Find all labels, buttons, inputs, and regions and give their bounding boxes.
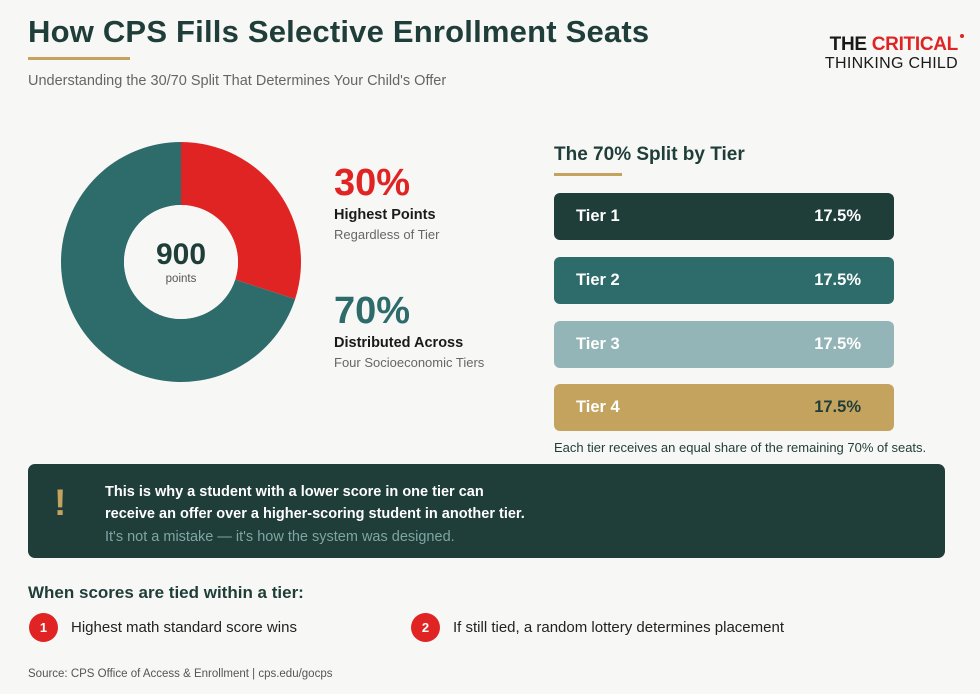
tier-value: 17.5% (814, 271, 861, 289)
page-subtitle: Understanding the 30/70 Split That Deter… (28, 73, 447, 89)
callout-box: ! This is why a student with a lower sco… (28, 464, 945, 558)
number-badge: 1 (29, 613, 58, 642)
exclamation-icon: ! (54, 482, 67, 523)
stat-label: Distributed Across (334, 335, 464, 351)
tier-row-4: Tier 4 17.5% (554, 384, 894, 431)
stat-70: 70% Distributed Across Four Socioeconomi… (334, 292, 484, 370)
tier-row-3: Tier 3 17.5% (554, 321, 894, 368)
brand-line-2: THINKING CHILD (824, 55, 958, 72)
tier-row-1: Tier 1 17.5% (554, 193, 894, 240)
page-title: How CPS Fills Selective Enrollment Seats (28, 14, 650, 49)
tier-name: Tier 1 (576, 207, 620, 225)
callout-subtext: It's not a mistake — it's how the system… (105, 529, 455, 545)
brand-dot-icon (960, 34, 964, 38)
tier-name: Tier 3 (576, 335, 620, 353)
tier-value: 17.5% (814, 335, 861, 353)
tier-heading-underline (554, 173, 622, 176)
tier-note: Each tier receives an equal share of the… (554, 440, 927, 455)
tiebreak-heading: When scores are tied within a tier: (28, 583, 304, 602)
donut-chart (61, 142, 301, 382)
tier-value: 17.5% (814, 207, 861, 225)
donut-segment-1 (181, 142, 301, 300)
callout-line-1: This is why a student with a lower score… (105, 484, 484, 500)
stat-sublabel: Regardless of Tier (334, 227, 440, 242)
brand-word-the: THE (829, 34, 872, 55)
brand-logo: THE CRITICAL THINKING CHILD (824, 34, 964, 72)
tiebreak-rule-1: 1 Highest math standard score wins (29, 613, 297, 642)
tier-row-2: Tier 2 17.5% (554, 257, 894, 304)
brand-line-1: THE CRITICAL (825, 34, 959, 55)
brand-word-critical: CRITICAL (871, 34, 959, 55)
stat-sublabel: Four Socioeconomic Tiers (334, 355, 485, 370)
tiebreak-rule-text: Highest math standard score wins (71, 619, 297, 636)
tiebreak-rule-2: 2 If still tied, a random lottery determ… (411, 613, 784, 642)
title-underline (28, 57, 130, 60)
tier-heading: The 70% Split by Tier (554, 144, 745, 165)
stat-30: 30% Highest Points Regardless of Tier (334, 164, 440, 242)
callout-text: This is why a student with a lower score… (105, 481, 525, 525)
tier-name: Tier 2 (576, 271, 620, 289)
stat-label: Highest Points (334, 207, 436, 223)
tier-value: 17.5% (814, 398, 861, 416)
tier-name: Tier 4 (576, 398, 620, 416)
donut-segment-2 (61, 142, 296, 382)
source-footer: Source: CPS Office of Access & Enrollmen… (28, 668, 333, 680)
donut-hole (124, 205, 238, 319)
tiebreak-rule-text: If still tied, a random lottery determin… (453, 619, 784, 636)
callout-line-2: receive an offer over a higher-scoring s… (105, 506, 525, 522)
stat-percent: 30% (334, 162, 411, 204)
number-badge: 2 (411, 613, 440, 642)
stat-percent: 70% (334, 290, 411, 332)
